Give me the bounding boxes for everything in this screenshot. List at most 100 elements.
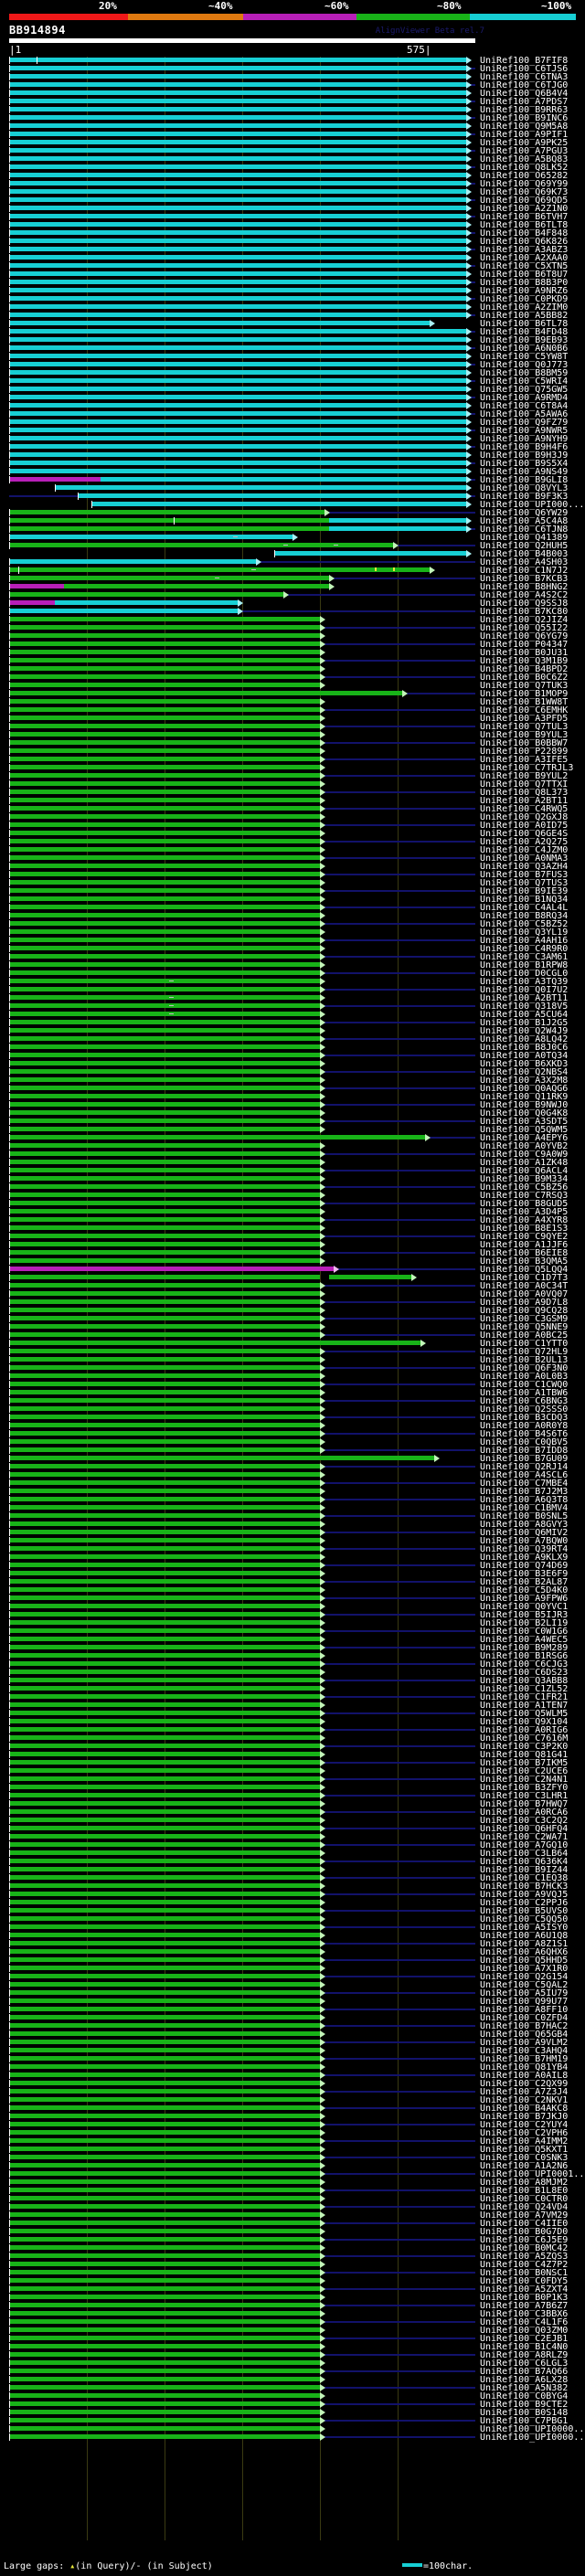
hsp-segment[interactable] — [9, 1184, 320, 1189]
hsp-segment[interactable] — [9, 1415, 320, 1419]
hsp-segment[interactable] — [9, 518, 329, 523]
hsp-segment[interactable] — [9, 1316, 320, 1320]
alignment-row[interactable]: UniRef100_B0C6Z2 — [0, 673, 585, 683]
hit-id-label[interactable]: UniRef100_A7X1R0 — [480, 1964, 569, 1974]
hit-id-label[interactable]: UniRef100_C3BBX6 — [480, 2309, 569, 2319]
alignment-row[interactable]: UniRef100_Q6K826 — [0, 237, 585, 247]
hit-id-label[interactable]: UniRef100_B0P1K3 — [480, 2293, 569, 2303]
alignment-row[interactable]: UniRef100_A9FPW6 — [0, 1594, 585, 1604]
hit-id-label[interactable]: UniRef100_C9A0W9 — [480, 1150, 569, 1160]
hit-id-label[interactable]: UniRef100_Q7TUS3 — [480, 878, 569, 888]
hit-id-label[interactable]: UniRef100_A1A2N6 — [480, 2161, 569, 2171]
alignment-row[interactable]: UniRef100_C5QQ50 — [0, 1914, 585, 1924]
hit-id-label[interactable]: UniRef100_Q9SSJ8 — [480, 599, 569, 609]
alignment-row[interactable]: UniRef100_C2PPJ6 — [0, 1898, 585, 1908]
hsp-segment[interactable] — [9, 280, 466, 284]
hsp-segment[interactable] — [9, 1217, 320, 1222]
hsp-segment[interactable] — [9, 1225, 320, 1230]
alignment-row[interactable]: UniRef100_B0MC42 — [0, 2243, 585, 2253]
alignment-row[interactable]: UniRef100_Q9CQ28 — [0, 1306, 585, 1316]
alignment-row[interactable]: UniRef100_B1L8E0 — [0, 2186, 585, 2196]
alignment-row[interactable]: UniRef100_B4F848 — [0, 228, 585, 239]
hsp-segment[interactable] — [9, 362, 466, 366]
hsp-segment[interactable] — [9, 1020, 320, 1024]
alignment-row[interactable]: UniRef100_Q7TTXI — [0, 779, 585, 790]
hsp-segment[interactable] — [9, 2015, 320, 2019]
hit-id-label[interactable]: UniRef100_A1JJF6 — [480, 1240, 569, 1250]
hsp-segment[interactable] — [9, 2048, 320, 2052]
hsp-segment[interactable] — [9, 2278, 320, 2283]
hit-id-label[interactable]: UniRef100_B5IJR3 — [480, 1610, 569, 1620]
hsp-segment[interactable] — [9, 2023, 320, 2028]
hit-id-label[interactable]: UniRef100_C6LGL3 — [480, 2359, 569, 2369]
hsp-segment[interactable] — [9, 855, 320, 860]
hit-id-label[interactable]: UniRef100_A0R0Y8 — [480, 1421, 569, 1431]
hit-id-label[interactable]: UniRef100_B1C4N0 — [480, 2342, 569, 2352]
hit-id-label[interactable]: UniRef100_B7FUS3 — [480, 870, 569, 880]
hsp-segment[interactable] — [9, 1637, 320, 1641]
alignment-row[interactable]: UniRef100_B9IZ44 — [0, 1865, 585, 1875]
alignment-row[interactable]: UniRef100_Q2JIZ4 — [0, 615, 585, 625]
hsp-segment[interactable] — [9, 1373, 320, 1378]
alignment-row[interactable]: UniRef100_B7IDD8 — [0, 1446, 585, 1456]
alignment-row[interactable]: UniRef100_A0TQ34 — [0, 1051, 585, 1061]
hit-id-label[interactable]: UniRef100_A5C4A8 — [480, 516, 569, 526]
hit-id-label[interactable]: UniRef100_A7PGU3 — [480, 146, 569, 156]
hit-id-label[interactable]: UniRef100_C0QBV5 — [480, 1437, 569, 1447]
hit-id-label[interactable]: UniRef100_UPI0000... — [480, 2424, 585, 2434]
hsp-segment[interactable] — [9, 2179, 320, 2184]
hit-id-label[interactable]: UniRef100_C6CJG3 — [480, 1659, 569, 1670]
hit-id-label[interactable]: UniRef100_Q5KXT1 — [480, 2145, 569, 2155]
hit-id-label[interactable]: UniRef100_B0MC42 — [480, 2243, 569, 2253]
hsp-segment[interactable] — [9, 1365, 320, 1370]
hsp-segment[interactable] — [9, 1834, 320, 1839]
hsp-segment[interactable] — [9, 90, 466, 95]
hsp-segment[interactable] — [9, 304, 466, 309]
hsp-segment[interactable] — [9, 2336, 320, 2340]
hit-id-label[interactable]: UniRef100_C4AL4L — [480, 903, 569, 913]
alignment-row[interactable]: UniRef100_C2NKV1 — [0, 2095, 585, 2105]
alignment-row[interactable]: UniRef100_A2Q275 — [0, 837, 585, 847]
alignment-row[interactable]: UniRef100_A4SCL6 — [0, 1470, 585, 1480]
hit-id-label[interactable]: UniRef100_B4F848 — [480, 228, 569, 239]
hit-id-label[interactable]: UniRef100_C2NKV1 — [480, 2095, 569, 2105]
hit-id-label[interactable]: UniRef100_A4AH16 — [480, 936, 569, 946]
alignment-row[interactable]: UniRef100_C0CTR0 — [0, 2194, 585, 2204]
alignment-row[interactable]: UniRef100_C3C2Q2 — [0, 1816, 585, 1826]
alignment-row[interactable]: UniRef100_B9CTE2 — [0, 2400, 585, 2410]
alignment-row[interactable]: UniRef100_Q9M5A8 — [0, 122, 585, 132]
hit-id-label[interactable]: UniRef100_A0BC25 — [480, 1330, 569, 1341]
alignment-row[interactable]: UniRef100_Q5KXT1 — [0, 2145, 585, 2155]
alignment-row[interactable]: UniRef100_A9NYH9 — [0, 434, 585, 444]
hit-id-label[interactable]: UniRef100_C5QQ50 — [480, 1914, 569, 1924]
alignment-row[interactable]: UniRef100_Q0J773 — [0, 360, 585, 370]
alignment-row[interactable]: UniRef100_C2UCE6 — [0, 1766, 585, 1776]
alignment-row[interactable]: UniRef100_B6EIE8 — [0, 1248, 585, 1258]
hit-id-label[interactable]: UniRef100_C0BYG4 — [480, 2391, 569, 2401]
hsp-segment[interactable] — [9, 321, 430, 325]
hsp-segment[interactable] — [9, 880, 320, 885]
hsp-segment[interactable] — [9, 1661, 320, 1666]
hit-id-label[interactable]: UniRef100_A9RMD4 — [480, 393, 569, 403]
hit-id-label[interactable]: UniRef100_Q7TTXI — [480, 779, 569, 790]
hit-id-label[interactable]: UniRef100_B9F3K3 — [480, 492, 569, 502]
hsp-segment[interactable] — [9, 888, 320, 893]
hit-id-label[interactable]: UniRef100_A5BB82 — [480, 311, 569, 321]
hit-id-label[interactable]: UniRef100_B9M334 — [480, 1174, 569, 1184]
hit-id-label[interactable]: UniRef100_Q03ZM0 — [480, 2326, 569, 2336]
alignment-row[interactable]: UniRef100_A3PFD5 — [0, 714, 585, 724]
alignment-row[interactable]: UniRef100_B9S5X4 — [0, 459, 585, 469]
hsp-segment[interactable] — [9, 1143, 320, 1148]
hit-id-label[interactable]: UniRef100_Q5HHD5 — [480, 1956, 569, 1966]
alignment-row[interactable]: UniRef100_A8Z1S1 — [0, 1939, 585, 1949]
hsp-segment[interactable] — [9, 1431, 320, 1436]
alignment-row[interactable]: UniRef100_Q2SSS0 — [0, 1405, 585, 1415]
hit-id-label[interactable]: UniRef100_Q2JIZ4 — [480, 615, 569, 625]
alignment-row[interactable]: UniRef100_C5BZ52 — [0, 919, 585, 929]
alignment-row[interactable]: UniRef100_A0NMA3 — [0, 853, 585, 864]
alignment-row[interactable]: UniRef100_B7KC80 — [0, 607, 585, 617]
hsp-segment[interactable] — [9, 584, 64, 588]
hsp-segment[interactable] — [9, 263, 466, 268]
hsp-segment[interactable] — [9, 2056, 320, 2061]
hit-id-label[interactable]: UniRef100_Q2RJ14 — [480, 1462, 569, 1472]
